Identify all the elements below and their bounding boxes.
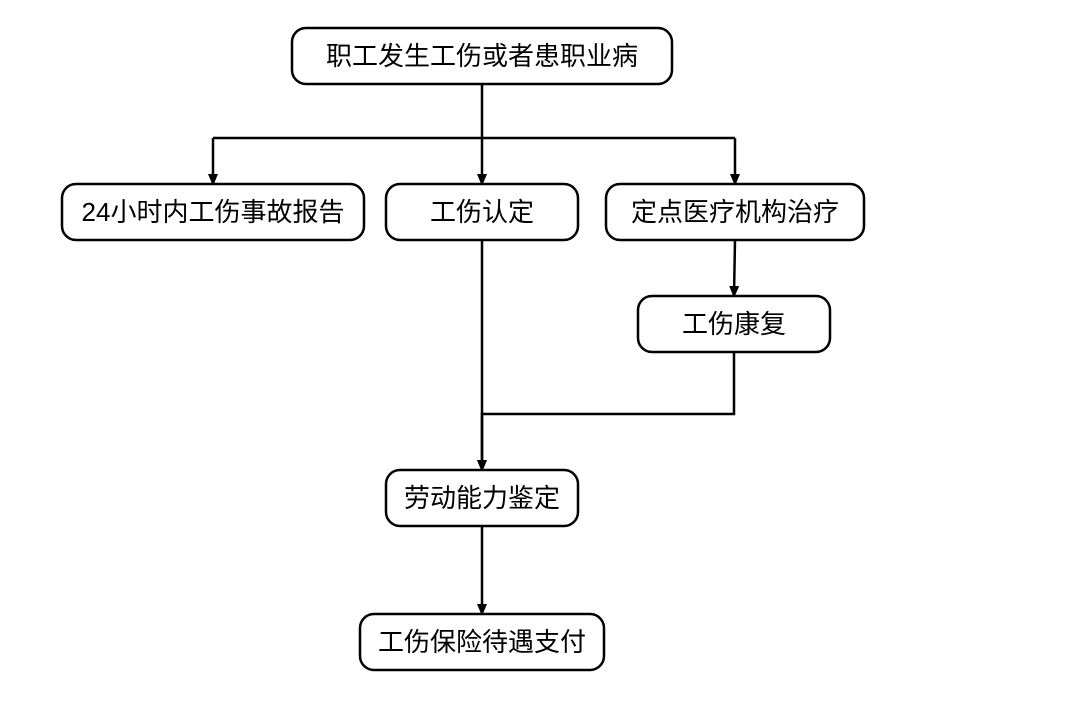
flowchart-node-identify: 工伤认定 xyxy=(386,184,578,240)
node-label: 劳动能力鉴定 xyxy=(404,483,560,513)
flowchart-node-rehab: 工伤康复 xyxy=(638,296,830,352)
node-label: 工伤康复 xyxy=(682,309,786,339)
flowchart-node-report: 24小时内工伤事故报告 xyxy=(62,184,364,240)
edge-elbow xyxy=(482,352,734,470)
edge-straight xyxy=(734,240,735,296)
flowchart-node-payout: 工伤保险待遇支付 xyxy=(360,614,604,670)
flowchart-node-treat: 定点医疗机构治疗 xyxy=(606,184,864,240)
node-label: 工伤认定 xyxy=(430,197,534,227)
node-label: 定点医疗机构治疗 xyxy=(631,197,839,227)
flowchart-node-assess: 劳动能力鉴定 xyxy=(386,470,578,526)
node-label: 职工发生工伤或者患职业病 xyxy=(326,41,638,71)
node-label: 24小时内工伤事故报告 xyxy=(82,197,345,227)
flowchart-node-start: 职工发生工伤或者患职业病 xyxy=(292,28,672,84)
node-label: 工伤保险待遇支付 xyxy=(378,627,586,657)
